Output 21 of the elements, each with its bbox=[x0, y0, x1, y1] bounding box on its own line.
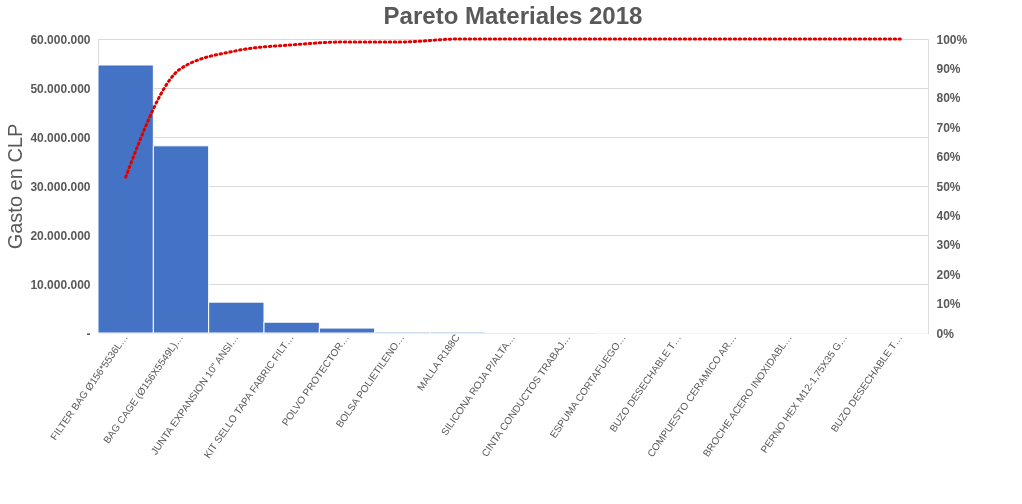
y2-tick-label: 10% bbox=[936, 297, 961, 312]
y-tick-label: 50.000.000 bbox=[30, 81, 91, 96]
y2-tick-label: 0% bbox=[936, 326, 955, 341]
y2-tick-label: 40% bbox=[936, 208, 961, 223]
y-tick-label: 10.000.000 bbox=[30, 277, 91, 292]
y-tick-label: 40.000.000 bbox=[30, 130, 91, 145]
y2-tick-label: 20% bbox=[936, 267, 961, 282]
y-tick-label: 20.000.000 bbox=[30, 228, 91, 243]
y2-tick-label: 60% bbox=[936, 150, 961, 165]
y2-tick-label: 100% bbox=[936, 32, 968, 47]
y-tick-label: 60.000.000 bbox=[30, 32, 91, 47]
y-tick-label: 30.000.000 bbox=[30, 179, 91, 194]
y-axis-title: Gasto en CLP bbox=[4, 123, 27, 250]
y2-tick-label: 30% bbox=[936, 238, 961, 253]
chart-title: Pareto Materiales 2018 bbox=[383, 2, 643, 29]
y2-tick-label: 80% bbox=[936, 91, 961, 106]
y2-tick-label: 70% bbox=[936, 120, 961, 135]
line-series bbox=[124, 37, 902, 179]
y2-tick-label: 90% bbox=[936, 61, 961, 76]
y2-tick-label: 50% bbox=[936, 179, 961, 194]
y-tick-label: - bbox=[86, 326, 91, 341]
